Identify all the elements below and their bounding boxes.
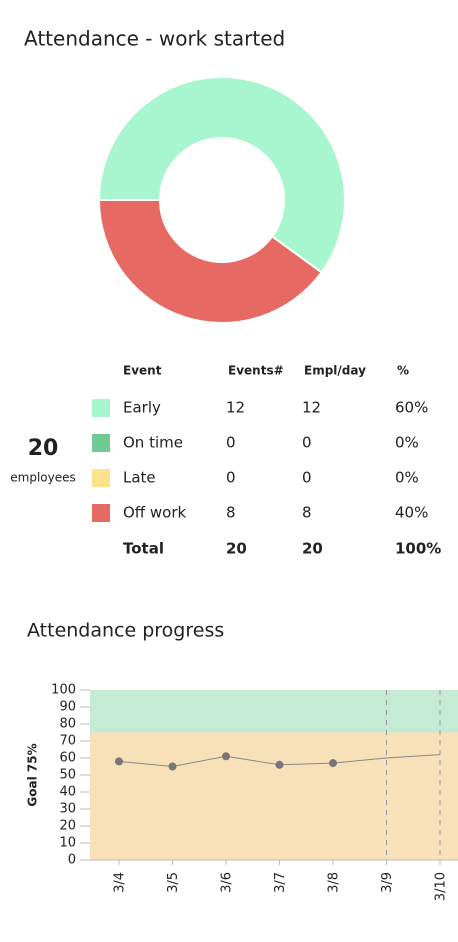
- y-tick-label: 20: [59, 819, 76, 834]
- legend-swatch: [92, 434, 110, 452]
- column-header: Empl/day: [304, 364, 366, 378]
- event-count: 8: [226, 504, 236, 522]
- y-tick-label: 100: [51, 683, 76, 698]
- empl-per-day: 0: [302, 434, 312, 452]
- y-tick-label: 40: [59, 785, 76, 800]
- event-count: 0: [226, 434, 236, 452]
- point: [222, 752, 230, 761]
- empl-per-day: 8: [302, 504, 312, 522]
- legend-swatch: [92, 399, 110, 417]
- percent: 0%: [395, 469, 419, 487]
- line-title: Attendance progress: [27, 620, 224, 642]
- percent: 40%: [395, 504, 428, 522]
- column-header: %: [397, 364, 409, 378]
- event-name: Late: [123, 469, 156, 487]
- x-tick-label: 3/10: [434, 872, 449, 901]
- projection-line: [332, 754, 441, 764]
- percent: 0%: [395, 434, 419, 452]
- total-events: 20: [226, 540, 247, 558]
- x-tick-label: 3/7: [273, 872, 288, 893]
- point: [115, 757, 123, 766]
- point: [329, 759, 337, 768]
- donut-title: Attendance - work started: [24, 27, 285, 51]
- y-axis-label: Goal 75%: [26, 743, 40, 806]
- y-tick-label: 30: [59, 802, 76, 817]
- column-header: Event: [123, 364, 162, 378]
- event-name: Early: [123, 399, 161, 417]
- total-empl: 20: [302, 540, 323, 558]
- employee-count: 20: [28, 436, 59, 461]
- donut-segment: [97, 76, 346, 274]
- y-tick-label: 10: [59, 836, 76, 851]
- y-tick-label: 70: [59, 734, 76, 749]
- y-tick-label: 0: [68, 853, 76, 868]
- donut-segment: [97, 199, 323, 324]
- event-name: On time: [123, 434, 183, 452]
- event-count: 0: [226, 469, 236, 487]
- total-percent: 100%: [395, 540, 441, 558]
- total-label: Total: [123, 540, 164, 558]
- empl-per-day: 0: [302, 469, 312, 487]
- x-tick-label: 3/4: [113, 872, 128, 893]
- x-tick-label: 3/5: [166, 872, 181, 893]
- y-tick-label: 60: [59, 751, 76, 766]
- x-tick-label: 3/8: [327, 872, 342, 893]
- point: [168, 762, 177, 771]
- column-header: Events#: [228, 364, 284, 378]
- x-tick-label: 3/6: [220, 872, 235, 893]
- y-tick-label: 80: [59, 717, 76, 732]
- employee-label: employees: [10, 471, 75, 485]
- legend-swatch: [92, 469, 110, 487]
- below-goal-zone: [90, 732, 458, 860]
- empl-per-day: 12: [302, 399, 321, 417]
- goal-zone: [90, 690, 458, 733]
- y-tick-label: 50: [59, 768, 76, 783]
- y-tick-label: 90: [59, 700, 76, 715]
- legend-swatch: [92, 504, 110, 522]
- point: [275, 760, 284, 769]
- percent: 60%: [395, 399, 428, 417]
- event-count: 12: [226, 399, 245, 417]
- event-name: Off work: [123, 504, 187, 522]
- x-tick-label: 3/9: [380, 872, 395, 893]
